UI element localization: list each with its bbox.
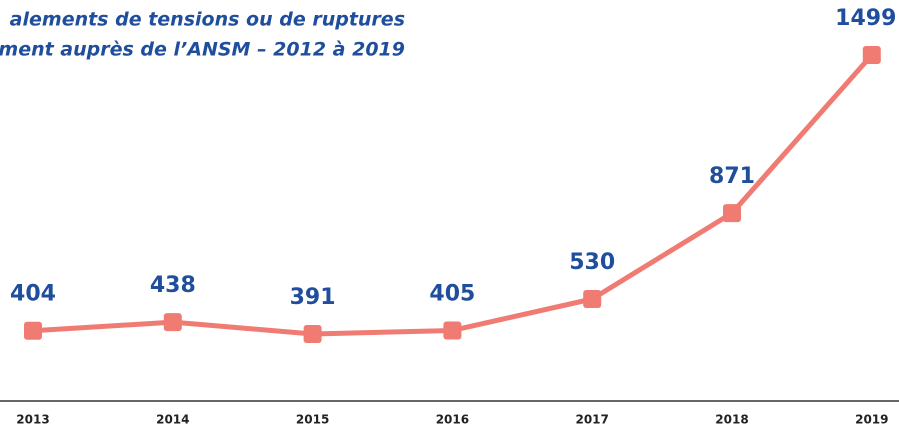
x-tick-label: 2016 [436, 413, 469, 427]
marker [443, 321, 462, 340]
x-tick-label: 2018 [715, 413, 748, 427]
data-label: 871 [709, 164, 755, 189]
data-label: 405 [429, 281, 475, 306]
marker [163, 313, 182, 332]
data-label: 438 [150, 273, 196, 298]
x-tick-label: 2015 [296, 413, 329, 427]
marker [723, 204, 741, 223]
data-label: 530 [569, 250, 615, 275]
marker [303, 325, 322, 343]
data-label: 1499 [835, 6, 896, 31]
chart-title: alements de tensions ou de ruptures [10, 9, 405, 31]
marker [862, 46, 881, 64]
x-tick-label: 2014 [156, 413, 189, 427]
marker [24, 321, 42, 340]
marker [583, 289, 602, 308]
x-tick-label: 2017 [575, 413, 608, 427]
data-label: 391 [290, 285, 336, 310]
x-tick-label: 2013 [16, 413, 49, 427]
x-tick-label: 2019 [855, 413, 888, 427]
data-label: 404 [10, 282, 56, 307]
chart-title: ment auprès de l’ANSM – 2012 à 2019 [0, 39, 405, 61]
